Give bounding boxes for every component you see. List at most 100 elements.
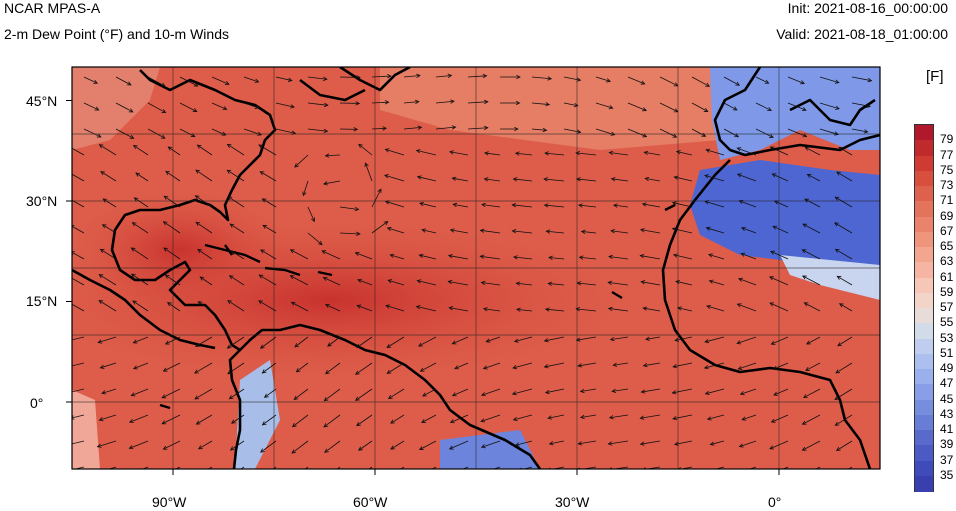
- wind-arrow-head: [129, 134, 135, 139]
- wind-arrow-head: [485, 338, 491, 343]
- lon-label-30w: 30°W: [555, 494, 590, 510]
- wind-arrow: [706, 227, 725, 234]
- wind-arrow: [264, 388, 277, 398]
- wind-arrow: [211, 102, 227, 110]
- colorbar-label: 57: [940, 300, 954, 314]
- wind-arrow-head: [703, 107, 709, 112]
- wind-arrow-head: [612, 203, 618, 208]
- wind-arrow: [323, 277, 341, 286]
- wind-arrow-head: [482, 307, 488, 312]
- wind-arrow-head: [672, 253, 678, 258]
- wind-arrow: [704, 174, 725, 182]
- wind-arrow-head: [606, 78, 611, 83]
- wind-arrow: [483, 362, 501, 369]
- colorbar-label: 59: [940, 284, 954, 299]
- wind-arrow-head: [834, 395, 840, 400]
- wind-arrow: [837, 275, 853, 286]
- wind-arrow-head: [421, 228, 427, 233]
- wind-arrow-head: [480, 280, 486, 286]
- wind-arrow: [416, 150, 437, 156]
- wind-arrow: [132, 300, 149, 312]
- wind-arrow-head: [514, 151, 520, 156]
- wind-arrow: [211, 76, 230, 85]
- wind-arrow: [371, 221, 388, 234]
- wind-arrow-head: [673, 82, 679, 87]
- wind-arrow: [390, 440, 405, 450]
- wind-arrow: [714, 466, 725, 469]
- wind-arrow-head: [293, 475, 297, 479]
- wind-arrow: [611, 230, 629, 234]
- wind-arrow-head: [835, 105, 840, 110]
- wind-arrow: [356, 414, 373, 426]
- wind-arrow-head: [866, 103, 871, 108]
- wind-arrow-head: [769, 445, 775, 450]
- wind-arrow: [675, 336, 693, 341]
- wind-arrow: [737, 173, 757, 182]
- wind-arrow: [723, 128, 739, 138]
- colorbar-swatch: [915, 475, 933, 492]
- wind-arrow: [230, 440, 245, 451]
- wind-arrow: [579, 256, 597, 260]
- wind-arrow: [417, 280, 437, 286]
- colorbar-label: 73: [940, 178, 954, 192]
- wind-arrow: [563, 76, 581, 81]
- wind-arrow-head: [802, 394, 808, 398]
- wind-arrow: [835, 248, 853, 260]
- wind-arrow: [417, 176, 437, 182]
- wind-arrow-head: [578, 203, 583, 208]
- wind-arrow-head: [126, 81, 132, 86]
- wind-arrow: [357, 279, 373, 286]
- wind-arrow: [227, 143, 245, 156]
- wind-arrow: [163, 221, 181, 234]
- wind-arrow: [416, 306, 437, 312]
- wind-arrow: [486, 336, 501, 343]
- wind-arrow-head: [98, 144, 104, 149]
- wind-arrow: [755, 102, 772, 111]
- wind-arrow-head: [836, 275, 842, 280]
- wind-arrow: [742, 414, 757, 421]
- wind-arrow: [211, 128, 226, 136]
- wind-arrow: [324, 440, 341, 453]
- wind-arrow-head: [543, 338, 549, 343]
- wind-arrow-head: [483, 125, 489, 131]
- wind-arrow: [741, 227, 757, 234]
- wind-arrow: [640, 229, 661, 234]
- wind-arrow: [480, 229, 501, 234]
- wind-arrow-head: [324, 153, 330, 158]
- wind-arrow: [371, 75, 391, 78]
- wind-arrow-head: [161, 109, 167, 113]
- wind-arrow-head: [323, 423, 329, 428]
- wind-arrow: [449, 307, 469, 312]
- wind-arrow: [175, 466, 181, 469]
- wind-arrow-head: [323, 181, 328, 186]
- wind-arrow: [738, 278, 757, 286]
- wind-arrow-head: [131, 222, 137, 227]
- wind-arrow: [516, 282, 533, 286]
- wind-arrow-head: [639, 253, 645, 259]
- wind-arrow-head: [542, 127, 548, 133]
- wind-arrow: [98, 336, 117, 343]
- wind-arrow-head: [67, 171, 71, 174]
- wind-arrow-head: [639, 415, 645, 420]
- colorbar-label: 77: [940, 147, 954, 162]
- wind-arrow: [355, 252, 373, 260]
- wind-arrow: [642, 203, 661, 208]
- wind-arrow-head: [511, 391, 517, 396]
- wind-arrow: [851, 102, 871, 107]
- wind-arrow-head: [422, 392, 427, 397]
- wind-arrow: [229, 223, 245, 234]
- colorbar-label: 51: [940, 345, 954, 360]
- wind-arrow-head: [642, 306, 648, 311]
- wind-arrow-head: [384, 174, 389, 179]
- wind-arrow: [709, 280, 725, 286]
- wind-arrow-head: [324, 303, 330, 308]
- wind-arrow: [613, 204, 629, 208]
- wind-arrow: [804, 302, 821, 312]
- wind-arrow-head: [736, 173, 742, 178]
- wind-arrow: [419, 202, 437, 208]
- wind-arrow: [770, 251, 789, 260]
- wind-arrow: [227, 362, 245, 375]
- wind-arrow-head: [390, 445, 395, 450]
- wind-arrow: [512, 230, 533, 234]
